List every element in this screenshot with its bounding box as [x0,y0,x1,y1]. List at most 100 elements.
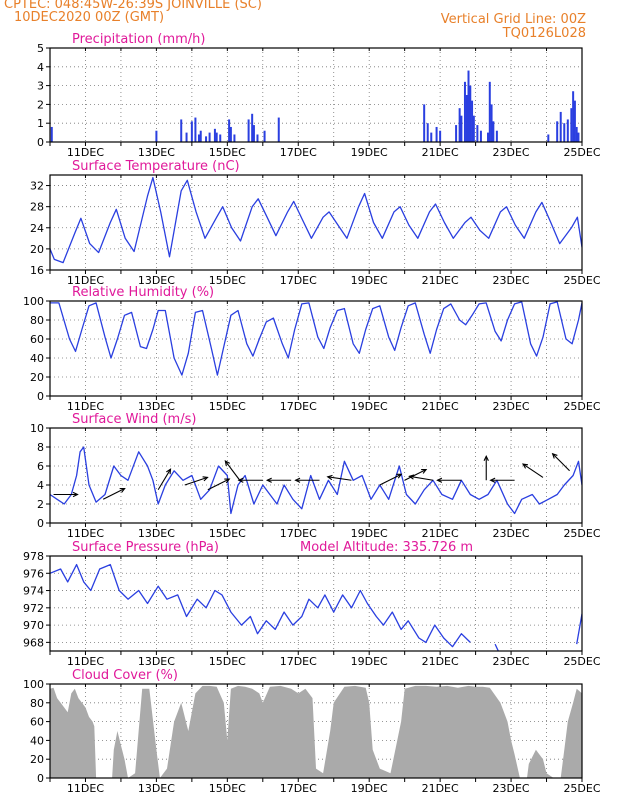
y-tick-label: 5 [37,42,44,55]
precip-bar [463,81,466,142]
precip-bar [228,119,231,142]
precip-bar [479,130,482,142]
y-tick-label: 4 [37,61,44,74]
pres-line [50,563,471,648]
precip-bar [455,125,458,142]
x-tick-label: 21DEC [422,527,459,540]
precip-bar [180,119,183,142]
precip-bar [458,108,461,142]
x-tick-label: 15DEC [209,527,246,540]
y-tick-label: 40 [30,352,44,365]
precip-bar [256,134,259,142]
precip-bar [490,104,493,142]
precip-bar [566,119,569,142]
precip-bar [263,130,266,142]
wind-arrow-head [483,454,489,461]
x-tick-label: 23DEC [493,782,530,795]
x-tick-label: 15DEC [209,655,246,668]
x-tick-label: 19DEC [351,146,388,159]
panel-temp: 16 20 24 28 32 11DEC 13DEC 15DEC 17DEC 19DEC 21DEC… [30,159,601,287]
header-location: CPTEC: 048:45W-26:39S JOINVILLE (SC) [4,0,262,12]
precip-bar [495,130,498,142]
temp-line [50,176,582,264]
wind-arrow [224,460,241,481]
plot-area [50,446,582,515]
y-tick-label: 4 [37,479,44,492]
x-tick-label: 13DEC [138,655,175,668]
precip-bar [430,132,433,142]
y-tick-label: 100 [23,295,44,308]
precip-bar [476,125,479,142]
x-tick-label: 21DEC [422,782,459,795]
wind-arrow-head [489,477,496,483]
y-tick-label: 60 [30,333,44,346]
y-tick-label: 968 [23,636,44,649]
precip-bar [233,134,236,142]
wind-arrow [157,468,171,491]
x-tick-label: 17DEC [280,527,317,540]
x-tick-label: 21DEC [422,655,459,668]
wind-arrow [409,475,434,481]
x-tick-label: 17DEC [280,146,317,159]
x-tick-label: 23DEC [493,655,530,668]
precip-bar [465,95,468,142]
y-tick-label: 6 [37,460,44,473]
y-tick-label: 100 [23,678,44,691]
y-tick-label: 10 [30,422,44,435]
precip-bar [50,126,53,142]
precip-bar [190,121,193,142]
y-tick-label: 972 [23,602,44,615]
wind-arrow [404,469,427,481]
precip-bar [487,132,490,142]
precip-bar [205,136,208,142]
panel-title: Cloud Cover (%) [72,668,178,683]
x-tick-label: 23DEC [493,400,530,413]
panel-frame [49,427,583,524]
wind-arrow-head [396,473,403,479]
precip-bar [435,126,438,142]
wind-arrow-head [408,474,415,480]
y-tick-label: 978 [23,550,44,563]
wind-line [50,446,582,515]
precip-bar [559,111,562,142]
y-tick-label: 40 [30,734,44,747]
panel-frame [49,174,583,271]
y-tick-label: 60 [30,716,44,729]
y-tick-label: 20 [30,753,44,766]
x-tick-label: 15DEC [209,146,246,159]
panel-frame [49,683,583,779]
y-tick-label: 28 [30,201,44,214]
y-tick-label: 3 [37,80,44,93]
y-tick-label: 2 [37,498,44,511]
panel-title: Precipitation (mm/h) [72,32,205,47]
pres-line [576,613,582,645]
wind-arrow-head [202,476,209,482]
precip-bar [563,123,566,142]
wind-arrow-head [551,452,558,459]
x-tick-label: 25DEC [563,400,600,413]
cloud-area [50,685,582,778]
panel-rh: 0 20 40 60 80 100 11DEC 13DEC 15DEC 17DEC 19DEC 21D… [23,285,601,413]
x-tick-label: 25DEC [563,655,600,668]
x-tick-label: 25DEC [563,146,600,159]
wind-arrow-head [521,463,529,469]
panel-frame [49,555,583,652]
wind-arrow-head [237,477,244,483]
x-tick-label: 11DEC [67,655,104,668]
x-tick-label: 11DEC [67,146,104,159]
precip-bar [247,119,250,142]
panel-frame [49,300,583,397]
panel-subtitle: Model Altitude: 335.726 m [300,540,473,555]
precip-bar [208,132,211,142]
x-tick-label: 17DEC [280,782,317,795]
precip-bar [277,117,280,142]
wind-arrow [207,478,230,491]
panel-precip: 0 1 2 3 4 5 11DEC 13DEC 15DEC 17DEC 19DEC 21DEC 23DE… [37,32,601,159]
panel-title: Surface Pressure (hPa) [72,540,219,555]
x-tick-label: 11DEC [67,274,104,287]
panel-wind: 0 2 4 6 8 10 11DEC 13DEC 15DEC 17DEC 19DEC 21DEC 23D… [30,412,601,540]
y-tick-label: 1 [37,117,44,130]
plot-area [50,301,582,376]
panel-frame [49,47,583,143]
x-tick-label: 25DEC [563,527,600,540]
